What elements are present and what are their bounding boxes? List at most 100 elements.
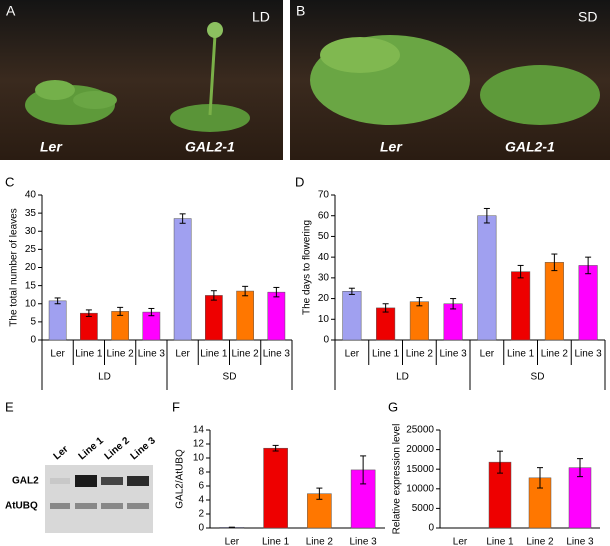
bar <box>477 215 497 341</box>
gel: E Ler Line 1 Line 2 Line 3 GAL2 AtUBQ <box>5 399 158 533</box>
error-bar <box>416 297 423 307</box>
y-tick-label: 40 <box>25 190 37 201</box>
y-tick-label: 20000 <box>406 444 434 455</box>
band <box>101 477 123 485</box>
y-tick-label: 0 <box>428 523 434 534</box>
x-tick-label: Line 2 <box>306 537 334 546</box>
gel-background <box>45 465 153 533</box>
bar <box>511 271 531 341</box>
error-bar <box>585 256 592 275</box>
photo-background <box>0 0 283 160</box>
y-tick-label: 12 <box>193 439 205 450</box>
y-tick-label: 60 <box>318 210 330 221</box>
y-tick-label: 35 <box>25 208 37 219</box>
x-tick-label: Line 3 <box>263 349 291 360</box>
y-axis-label: The total number of leaves <box>9 208 20 326</box>
error-bar <box>537 467 543 489</box>
y-tick-label: 4 <box>198 495 204 506</box>
error-bar <box>242 285 249 297</box>
x-tick-label: Line 2 <box>107 349 135 360</box>
y-tick-label: 0 <box>323 335 329 346</box>
band <box>127 476 149 486</box>
lane-label: Line 3 <box>129 435 159 462</box>
error-bar <box>483 207 490 224</box>
band <box>75 475 97 487</box>
y-tick-label: 30 <box>318 272 330 283</box>
error-bar <box>54 297 61 305</box>
error-bar <box>272 444 279 452</box>
y-tick-label: 20 <box>25 262 37 273</box>
y-tick-label: 14 <box>193 425 205 436</box>
band <box>127 503 149 509</box>
y-tick-label: 25 <box>25 244 37 255</box>
error-bar <box>517 264 524 279</box>
error-bar <box>551 253 558 272</box>
group-label: LD <box>396 372 409 383</box>
group-label: SD <box>223 372 237 383</box>
leaf <box>73 91 117 109</box>
x-tick-label: Line 1 <box>262 537 290 546</box>
y-tick-label: 6 <box>198 481 204 492</box>
y-tick-label: 0 <box>198 523 204 534</box>
x-tick-label: Line 3 <box>440 349 468 360</box>
x-tick-label: Ler <box>480 349 495 360</box>
group-label: LD <box>98 372 111 383</box>
error-bar <box>85 309 92 317</box>
x-tick-label: Line 3 <box>575 349 603 360</box>
error-bar <box>382 303 389 313</box>
plant-label: Ler <box>380 139 403 155</box>
y-tick-label: 10 <box>193 453 205 464</box>
y-tick-label: 5000 <box>412 503 435 514</box>
y-tick-label: 8 <box>198 467 204 478</box>
bar <box>376 307 396 341</box>
bar <box>80 312 98 341</box>
bar <box>267 291 286 341</box>
error-bar <box>360 455 367 485</box>
x-tick-label: Line 2 <box>406 349 434 360</box>
error-bar <box>497 450 503 474</box>
x-tick-label: Line 1 <box>507 349 535 360</box>
x-tick-label: Line 1 <box>75 349 103 360</box>
error-bar <box>117 306 124 316</box>
flower <box>207 22 223 38</box>
y-tick-label: 20 <box>318 293 330 304</box>
panel-letter: G <box>388 399 398 414</box>
band <box>50 478 70 484</box>
rosette <box>480 65 600 125</box>
error-bar <box>179 213 186 224</box>
y-tick-label: 15000 <box>406 464 434 475</box>
x-tick-label: Ler <box>453 537 468 546</box>
y-tick-label: 0 <box>30 335 36 346</box>
lane-label: Line 1 <box>77 435 107 462</box>
panel-letter: D <box>295 174 304 189</box>
bar <box>173 218 192 341</box>
y-tick-label: 2 <box>198 509 204 520</box>
bar <box>205 295 223 341</box>
y-axis-label: The days to flowering <box>302 220 313 315</box>
panel-letter: A <box>6 3 16 19</box>
x-tick-label: Line 2 <box>526 537 554 546</box>
y-tick-label: 10000 <box>406 483 434 494</box>
bar <box>48 300 67 341</box>
panel-letter: C <box>5 174 14 189</box>
condition: SD <box>578 9 597 25</box>
x-tick-label: Line 3 <box>138 349 166 360</box>
bar <box>236 290 254 341</box>
x-tick-label: Line 2 <box>541 349 569 360</box>
y-tick-label: 10 <box>318 314 330 325</box>
y-tick-label: 40 <box>318 252 330 263</box>
lane-label: Ler <box>52 444 71 462</box>
x-tick-label: Line 1 <box>200 349 228 360</box>
x-tick-label: Line 3 <box>566 537 594 546</box>
photo-a: A LD Ler GAL2-1 <box>0 0 283 160</box>
rosette <box>170 104 250 132</box>
bar <box>409 301 429 341</box>
leaf <box>35 80 75 100</box>
y-tick-label: 30 <box>25 226 37 237</box>
error-bar <box>348 287 355 295</box>
group-label: SD <box>531 372 545 383</box>
band <box>101 503 123 509</box>
band-label: AtUBQ <box>5 501 38 512</box>
plant-label: Ler <box>40 139 63 155</box>
